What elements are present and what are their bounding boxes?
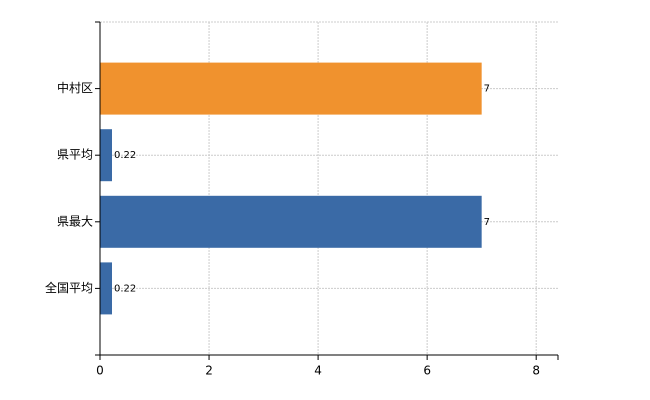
x-tick-label: 8: [532, 364, 540, 378]
bar: [100, 62, 482, 115]
value-label: 0.22: [114, 150, 136, 161]
y-tick-label: 中村区: [57, 80, 93, 95]
bar: [100, 129, 112, 182]
y-tick-label: 県平均: [57, 148, 93, 162]
value-label: 7: [484, 217, 490, 228]
x-tick-label: 0: [96, 364, 104, 378]
bar: [100, 195, 482, 248]
value-label: 0.22: [114, 283, 136, 294]
y-tick-label: 県最大: [57, 214, 93, 228]
bar: [100, 262, 112, 315]
x-tick-label: 4: [314, 364, 322, 378]
x-tick-label: 2: [205, 364, 213, 378]
y-tick-label: 全国平均: [45, 280, 93, 295]
x-tick-label: 6: [423, 364, 431, 378]
value-label: 7: [484, 84, 490, 95]
